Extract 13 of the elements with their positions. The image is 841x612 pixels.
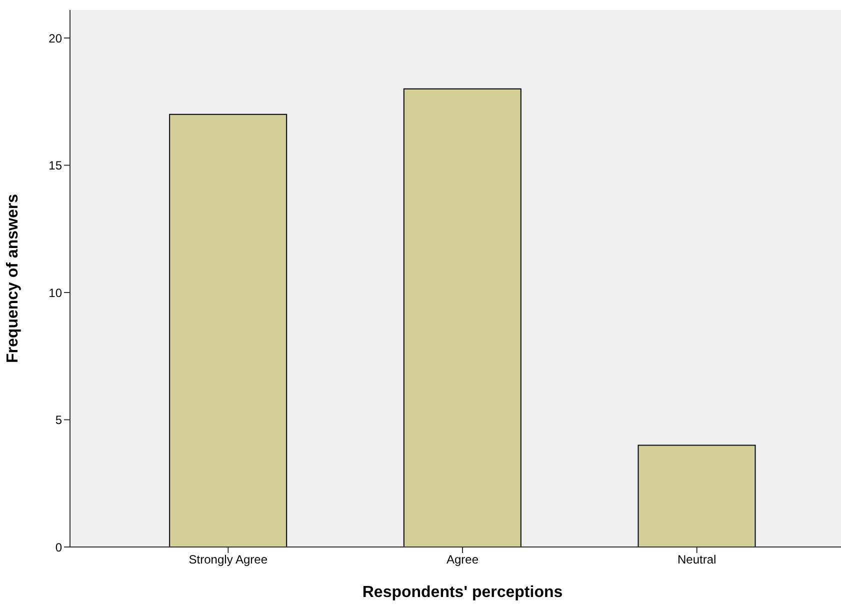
y-tick-label: 0 [55, 540, 62, 554]
y-tick-label: 5 [55, 413, 62, 428]
y-axis-title: Frequency of answers [4, 194, 22, 363]
bar [403, 88, 522, 547]
bar [169, 114, 288, 547]
y-tick-label: 20 [48, 31, 62, 46]
y-tick-label: 10 [48, 286, 62, 300]
x-tick-label: Strongly Agree [188, 552, 268, 567]
x-tick-label: Agree [446, 552, 479, 567]
y-tick-label: 15 [48, 158, 62, 173]
bar [638, 444, 756, 547]
x-tick-label: Neutral [677, 552, 716, 567]
x-axis-title: Respondents' perceptions [362, 584, 563, 601]
